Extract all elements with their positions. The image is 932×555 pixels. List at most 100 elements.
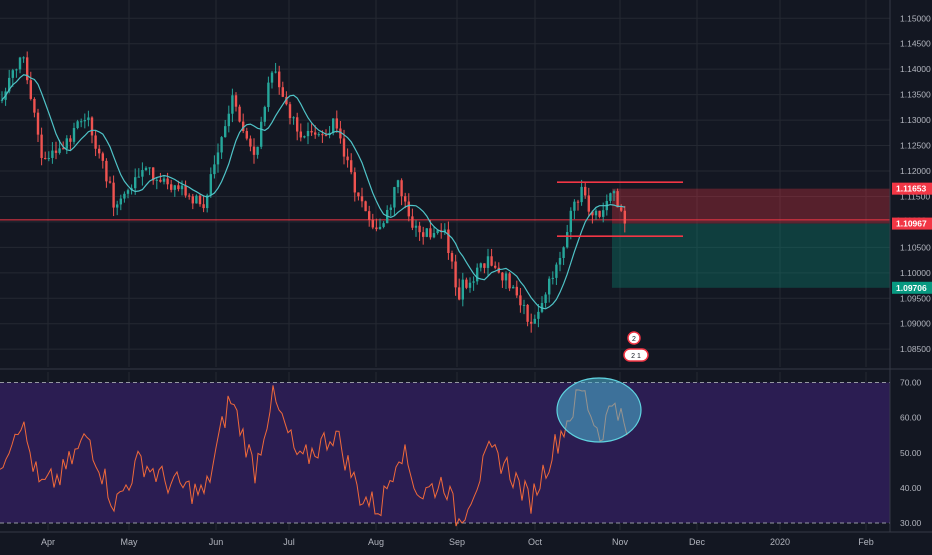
candle-body [177,185,180,190]
candle-body [238,106,241,122]
candle-body [512,286,515,289]
candle-body [382,223,385,227]
event-badge[interactable] [627,331,641,345]
candle-body [569,210,572,233]
candle-body [213,164,216,175]
x-tick-label: May [120,537,138,547]
candle-body [332,118,335,133]
x-tick-label: Feb [858,537,874,547]
x-tick-label: Dec [689,537,706,547]
candle-body [533,318,536,324]
candle-body [87,117,90,121]
candle-body [342,138,346,157]
candle-body [180,185,184,190]
candle-body [123,193,126,199]
candle-body [490,256,493,266]
candle-body [292,117,295,119]
rsi-tick-label: 60.00 [900,413,922,423]
candle-body [155,179,158,181]
candle-body [486,256,490,268]
candle-body [0,99,4,101]
candle-body [206,195,209,209]
candle-body [447,229,450,254]
candle-body [353,172,356,193]
candle-body [321,134,324,136]
candle-body [80,121,83,123]
candle-body [515,286,518,296]
candle-body [378,226,382,230]
candle-body [350,160,353,173]
price-label-box [892,182,932,195]
candle-body [65,138,68,149]
rsi-tick-label: 50.00 [900,448,922,458]
candle-body [137,176,140,178]
stop-loss-zone [612,188,890,224]
candle-body [364,201,367,212]
candle-body [285,96,288,105]
price-label-box [892,217,932,230]
candle-body [267,82,270,108]
price-tick-label: 1.10500 [900,242,931,252]
price-tick-label: 1.15000 [900,13,931,23]
candle-body [116,204,119,208]
candle-body [508,273,511,289]
take-profit-zone [612,223,890,288]
event-badge[interactable] [623,348,649,362]
candle-body [620,207,623,211]
candle-body [274,71,277,73]
candle-body [404,196,407,202]
candle-body [476,267,479,282]
price-tick-label: 1.12500 [900,141,931,151]
candle-body [296,117,299,132]
candle-body [594,210,598,216]
candle-body [393,187,396,208]
candle-body [537,311,540,319]
candle-body [144,167,148,171]
x-tick-label: 2020 [770,537,790,547]
candle-body [260,121,263,147]
event-badge-count: 2 [632,336,636,343]
price-label: 1.11653 [896,184,927,194]
candle-body [576,201,580,203]
candle-body [220,137,223,153]
price-tick-label: 1.12000 [900,166,931,176]
candle-body [623,210,626,224]
rsi-pane[interactable] [0,377,890,527]
price-tick-label: 1.14000 [900,64,931,74]
candle-body [375,227,378,230]
candle-body [602,210,605,217]
rsi-double-top-highlight [556,377,642,443]
candle-body [551,277,554,279]
candle-body [483,263,486,268]
candle-body [472,281,475,283]
candle-body [530,321,533,324]
candle-body [227,113,230,127]
candle-body [371,219,374,228]
candle-body [40,134,43,158]
candle-body [587,195,590,212]
candle-body [242,121,245,132]
candle-body [51,150,54,158]
x-tick-label: Oct [528,537,543,547]
candle-body [256,146,259,155]
candle-body [501,272,504,281]
candle-body [209,174,212,196]
candle-body [422,232,425,237]
candle-body [580,186,583,203]
price-pane[interactable] [0,51,890,333]
price-tick-label: 1.13500 [900,90,931,100]
candle-body [33,98,36,113]
candle-body [314,132,317,135]
candle-body [612,191,616,194]
candle-body [8,77,11,92]
candle-body [339,128,342,139]
candle-body [195,195,198,204]
candle-body [609,193,612,201]
event-badges[interactable]: 2 2 1 [623,331,649,362]
candle-body [450,253,454,262]
candle-body [29,80,32,99]
price-label: 1.09706 [896,283,927,293]
